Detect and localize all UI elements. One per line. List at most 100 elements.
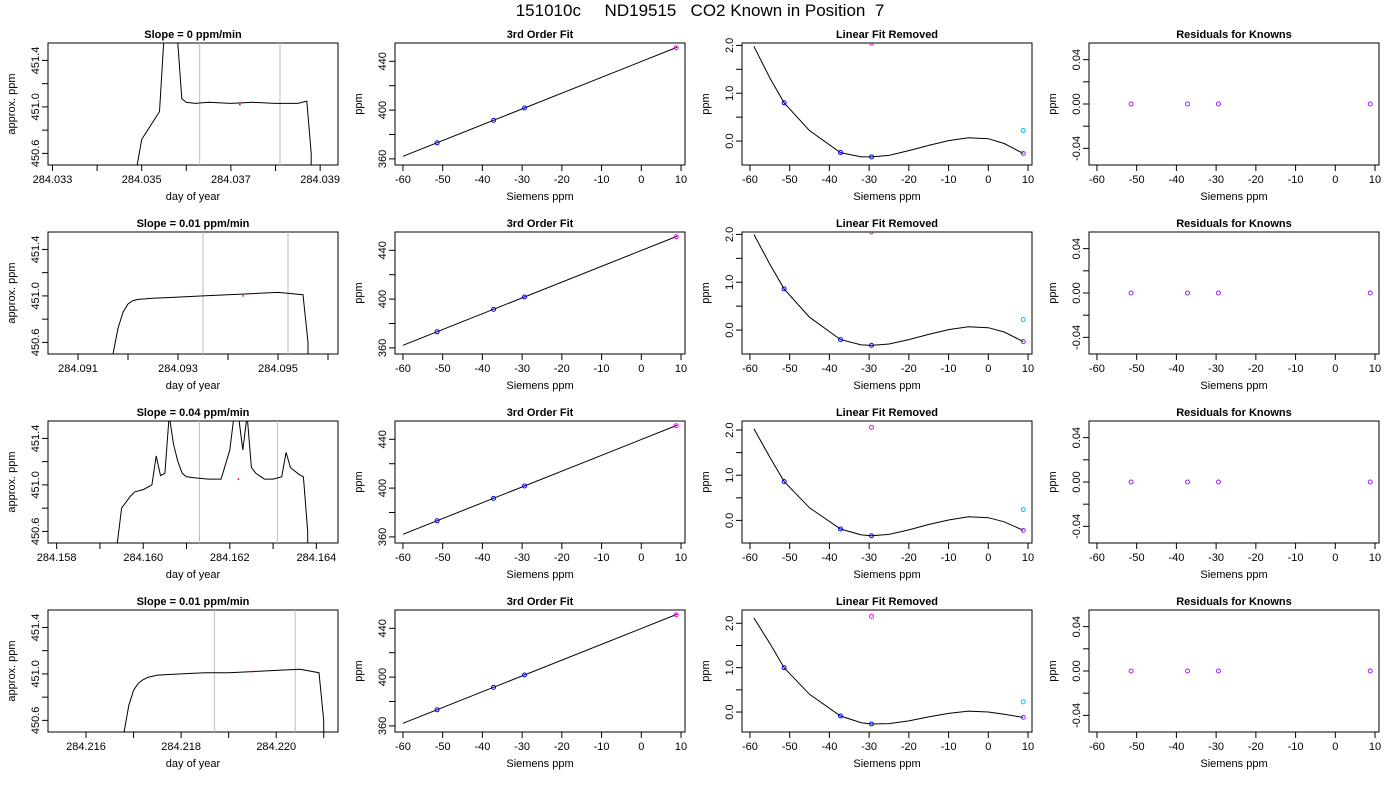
x-tick-label: 0 — [638, 552, 644, 564]
data-point — [673, 612, 679, 618]
x-axis-label: Siemens ppm — [1200, 569, 1267, 581]
x-tick-label: 284.035 — [122, 174, 162, 186]
chart-panel-resid: Residuals for Knowns -60 -50 -40 -30 -20 -10 0 1… — [1047, 218, 1381, 392]
x-tick-label: 284.220 — [256, 741, 296, 753]
x-tick-label: -60 — [742, 552, 758, 564]
plot-frame — [1088, 609, 1380, 733]
y-tick-label: 360 — [377, 528, 389, 546]
chart-title: Residuals for Knowns — [1176, 218, 1292, 230]
x-tick-label: 10 — [675, 363, 687, 375]
x-tick-label: 0 — [985, 174, 991, 186]
x-axis-label: Siemens ppm — [853, 569, 920, 581]
x-tick-label: -10 — [941, 552, 957, 564]
y-axis-label: approx. ppm — [6, 262, 18, 323]
y-axis-label: ppm — [353, 471, 365, 492]
chart-title: Linear Fit Removed — [836, 596, 938, 608]
plot-area — [753, 424, 1026, 539]
chart-panel-linear: Linear Fit Removed -60 -50 -40 -30 -20 -10 0 10 0… — [700, 407, 1034, 581]
plot-frame — [1088, 420, 1380, 544]
x-tick-label: -40 — [821, 741, 837, 753]
x-tick-label: -60 — [742, 363, 758, 375]
x-axis-label: Siemens ppm — [506, 569, 573, 581]
x-tick-label: -30 — [861, 741, 877, 753]
data-trace-line — [116, 421, 309, 543]
y-axis-label: ppm — [1047, 93, 1059, 114]
x-tick-label: -30 — [861, 363, 877, 375]
chart-title: 3rd Order Fit — [507, 407, 574, 419]
chart-panel-fit: 3rd Order Fit -60 -50 -40 -30 -20 -10 0 10 360 400… — [353, 596, 687, 770]
data-point — [781, 665, 787, 671]
mean-point — [237, 478, 240, 480]
x-tick-label: -40 — [474, 741, 490, 753]
chart-panel-trace: Slope = 0.01 ppm/min 284.216 284.218 284.22… — [6, 596, 339, 770]
plot-frame — [47, 42, 339, 166]
plot-frame — [394, 42, 686, 166]
plot-frame — [741, 609, 1033, 733]
plot-frame — [47, 420, 339, 544]
y-tick-label: 2.0 — [724, 227, 736, 242]
x-tick-label: -40 — [1168, 174, 1184, 186]
data-point — [1020, 128, 1026, 134]
plot-frame — [47, 231, 339, 355]
plot-frame — [394, 420, 686, 544]
x-tick-label: -60 — [395, 741, 411, 753]
chart-panel-trace: Slope = 0 ppm/min 284.033 284.035 284.037 28… — [6, 29, 340, 203]
plot-area — [112, 232, 309, 354]
plot-frame — [741, 42, 1033, 166]
y-tick-label: 451.4 — [30, 425, 42, 453]
x-tick-label: -20 — [554, 174, 570, 186]
x-tick-label: -40 — [1168, 363, 1184, 375]
x-tick-label: -50 — [782, 741, 798, 753]
x-tick-label: -60 — [742, 741, 758, 753]
x-tick-label: -60 — [742, 174, 758, 186]
plot-frame — [1088, 42, 1380, 166]
x-tick-label: 10 — [1022, 552, 1034, 564]
x-tick-label: 10 — [1022, 363, 1034, 375]
data-point — [673, 45, 679, 51]
x-tick-label: -20 — [901, 363, 917, 375]
y-tick-label: 451.0 — [30, 93, 42, 121]
y-tick-label: 440 — [377, 52, 389, 70]
x-axis-label: Siemens ppm — [1200, 380, 1267, 392]
data-point — [1128, 290, 1134, 296]
data-point — [1128, 101, 1134, 107]
data-point — [838, 150, 844, 156]
x-tick-label: -20 — [901, 552, 917, 564]
data-point — [522, 483, 528, 489]
y-axis-label: ppm — [700, 282, 712, 303]
x-axis-label: Siemens ppm — [506, 380, 573, 392]
x-tick-label: -30 — [514, 174, 530, 186]
x-tick-label: 284.095 — [258, 363, 298, 375]
x-tick-label: 0 — [1332, 174, 1338, 186]
x-tick-label: 284.039 — [300, 174, 340, 186]
x-tick-label: -10 — [1288, 363, 1304, 375]
y-tick-label: -0.04 — [1071, 514, 1083, 539]
x-axis-label: Siemens ppm — [853, 380, 920, 392]
y-tick-label: 0.04 — [1071, 238, 1083, 259]
y-tick-label: 451.4 — [30, 614, 42, 642]
chart-title: Slope = 0.04 ppm/min — [137, 407, 250, 419]
x-axis-label: day of year — [166, 380, 221, 392]
y-tick-label: 0.00 — [1071, 282, 1083, 303]
x-tick-label: -50 — [435, 741, 451, 753]
y-tick-label: 440 — [377, 619, 389, 637]
x-tick-label: 284.033 — [33, 174, 73, 186]
chart-title: Residuals for Knowns — [1176, 29, 1292, 41]
y-tick-label: -0.04 — [1071, 136, 1083, 161]
data-point — [491, 117, 497, 123]
residual-curve — [753, 617, 1024, 725]
x-tick-label: 10 — [675, 552, 687, 564]
chart-title: Slope = 0 ppm/min — [144, 29, 242, 41]
data-point — [491, 495, 497, 501]
y-tick-label: 450.6 — [30, 707, 42, 735]
data-point — [1020, 339, 1026, 345]
y-tick-label: 400 — [377, 290, 389, 308]
plot-area — [402, 234, 679, 346]
data-point — [869, 232, 875, 235]
plot-area — [1128, 290, 1373, 296]
x-tick-label: -10 — [1288, 174, 1304, 186]
x-tick-label: 10 — [1369, 174, 1381, 186]
data-point — [1367, 479, 1373, 485]
x-tick-label: -30 — [514, 741, 530, 753]
chart-panel-fit: 3rd Order Fit -60 -50 -40 -30 -20 -10 0 10 360 400… — [353, 218, 687, 392]
